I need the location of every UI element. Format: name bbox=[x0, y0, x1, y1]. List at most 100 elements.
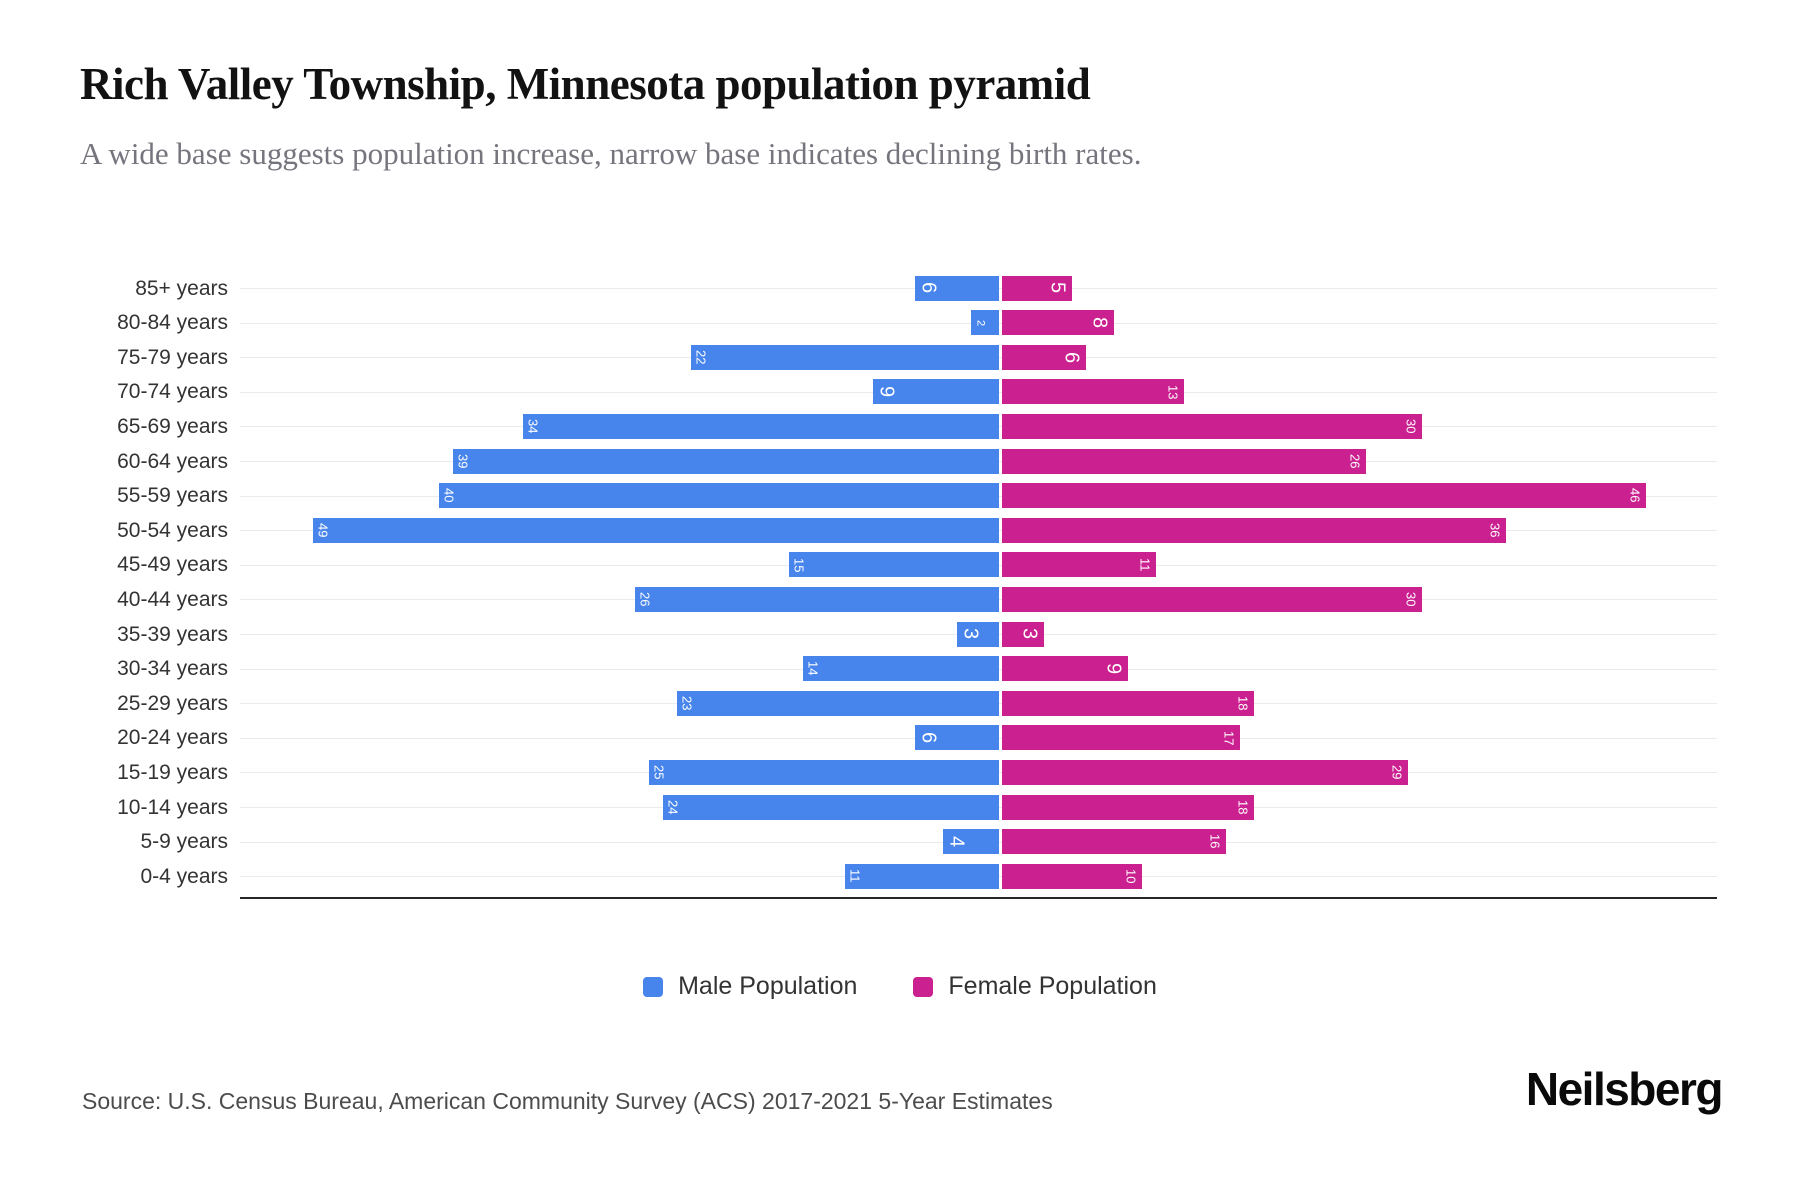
x-axis-line bbox=[240, 897, 1717, 899]
chart-legend: Male Population Female Population bbox=[0, 972, 1800, 1001]
female-bar-value: 18 bbox=[1235, 799, 1251, 815]
female-bar-value: 9 bbox=[1102, 663, 1125, 675]
age-axis-label: 20-24 years bbox=[117, 726, 228, 750]
male-bar-value: 2 bbox=[974, 319, 987, 326]
male-bar-value: 34 bbox=[525, 419, 541, 434]
age-axis-label: 15-19 years bbox=[117, 760, 228, 784]
male-bar[interactable]: 6 bbox=[914, 725, 999, 751]
female-bar-value: 5 bbox=[1046, 282, 1069, 294]
male-bar[interactable]: 15 bbox=[788, 552, 999, 578]
age-axis-label: 0-4 years bbox=[140, 864, 228, 888]
legend-item-female[interactable]: Female Population bbox=[913, 972, 1157, 1001]
male-bar-value: 49 bbox=[315, 522, 331, 538]
male-bar-value: 26 bbox=[637, 592, 653, 607]
female-bar[interactable]: 46 bbox=[1001, 483, 1646, 509]
male-legend-label: Male Population bbox=[678, 972, 858, 1000]
neilsberg-logo: Neilsberg bbox=[1525, 1063, 1724, 1115]
male-bar-value: 4 bbox=[945, 836, 968, 848]
male-bar[interactable]: 9 bbox=[872, 379, 999, 405]
age-axis-label: 10-14 years bbox=[117, 795, 228, 819]
female-bar[interactable]: 18 bbox=[1001, 690, 1254, 716]
age-axis-label: 65-69 years bbox=[117, 414, 228, 438]
male-bar[interactable]: 23 bbox=[676, 690, 999, 716]
female-bar-value: 17 bbox=[1221, 730, 1237, 746]
age-axis-label: 60-64 years bbox=[117, 449, 228, 473]
age-axis-label: 80-84 years bbox=[117, 311, 228, 335]
age-axis-label: 45-49 years bbox=[117, 553, 228, 577]
female-bar[interactable]: 10 bbox=[1001, 863, 1142, 889]
female-bar[interactable]: 30 bbox=[1001, 586, 1422, 612]
male-bar[interactable]: 22 bbox=[690, 344, 999, 370]
female-legend-label: Female Population bbox=[948, 972, 1157, 1000]
male-bar[interactable]: 11 bbox=[844, 863, 999, 889]
female-bar[interactable]: 11 bbox=[1001, 552, 1156, 578]
female-bar[interactable]: 17 bbox=[1001, 725, 1240, 751]
female-bar-value: 10 bbox=[1123, 868, 1139, 884]
age-axis-label: 55-59 years bbox=[117, 484, 228, 508]
female-legend-swatch-icon bbox=[913, 976, 934, 997]
male-bar[interactable]: 14 bbox=[802, 656, 999, 682]
male-bar[interactable]: 24 bbox=[662, 794, 999, 820]
age-axis-label: 70-74 years bbox=[117, 380, 228, 404]
female-bar-value: 13 bbox=[1165, 384, 1181, 400]
female-bar-value: 18 bbox=[1235, 695, 1251, 711]
age-axis-label: 30-34 years bbox=[117, 657, 228, 681]
female-bar[interactable]: 6 bbox=[1001, 344, 1086, 370]
female-bar-value: 11 bbox=[1137, 558, 1153, 572]
female-bar[interactable]: 9 bbox=[1001, 656, 1128, 682]
legend-item-male[interactable]: Male Population bbox=[643, 972, 857, 1001]
female-bar[interactable]: 16 bbox=[1001, 829, 1226, 855]
male-bar[interactable]: 26 bbox=[634, 586, 999, 612]
page-subtitle: A wide base suggests population increase… bbox=[80, 136, 1142, 171]
female-bar[interactable]: 36 bbox=[1001, 517, 1506, 543]
female-bar-value: 46 bbox=[1627, 488, 1643, 503]
male-bar[interactable]: 3 bbox=[956, 621, 999, 647]
male-bar-value: 24 bbox=[665, 799, 681, 815]
male-bar[interactable]: 25 bbox=[648, 759, 999, 785]
female-bar-value: 30 bbox=[1403, 592, 1419, 607]
age-axis-label: 50-54 years bbox=[117, 518, 228, 542]
male-bar[interactable]: 4 bbox=[942, 829, 999, 855]
female-bar-value: 3 bbox=[1018, 628, 1041, 640]
female-bar-value: 26 bbox=[1347, 453, 1363, 469]
male-bar-value: 22 bbox=[693, 349, 709, 365]
male-bar-value: 25 bbox=[651, 765, 667, 780]
female-bar-value: 30 bbox=[1403, 419, 1419, 434]
page-title: Rich Valley Township, Minnesota populati… bbox=[80, 59, 1091, 109]
male-bar-value: 3 bbox=[959, 628, 982, 640]
female-bar[interactable]: 26 bbox=[1001, 448, 1366, 474]
female-bar[interactable]: 8 bbox=[1001, 310, 1114, 336]
age-axis-label: 5-9 years bbox=[140, 830, 228, 854]
female-bar-value: 8 bbox=[1088, 317, 1111, 329]
age-axis-label: 85+ years bbox=[135, 276, 228, 300]
male-bar-value: 40 bbox=[441, 488, 457, 503]
female-bar[interactable]: 18 bbox=[1001, 794, 1254, 820]
male-bar[interactable]: 6 bbox=[914, 275, 999, 301]
male-bar-value: 9 bbox=[875, 386, 898, 398]
male-bar-value: 15 bbox=[791, 557, 807, 573]
female-bar[interactable]: 13 bbox=[1001, 379, 1184, 405]
female-bar-value: 29 bbox=[1389, 765, 1405, 780]
male-bar[interactable]: 2 bbox=[970, 310, 999, 336]
male-bar-value: 11 bbox=[847, 869, 863, 883]
female-bar-value: 36 bbox=[1487, 522, 1503, 538]
male-bar[interactable]: 40 bbox=[438, 483, 999, 509]
female-bar-value: 6 bbox=[1060, 351, 1083, 363]
male-bar-value: 14 bbox=[805, 661, 821, 676]
male-bar-value: 23 bbox=[679, 695, 695, 711]
age-axis-label: 25-29 years bbox=[117, 691, 228, 715]
male-bar-value: 6 bbox=[917, 732, 940, 744]
male-bar[interactable]: 39 bbox=[452, 448, 999, 474]
male-bar[interactable]: 34 bbox=[522, 413, 999, 439]
male-bar[interactable]: 49 bbox=[312, 517, 999, 543]
female-bar[interactable]: 30 bbox=[1001, 413, 1422, 439]
male-bar-value: 6 bbox=[917, 282, 940, 294]
male-legend-swatch-icon bbox=[643, 976, 664, 997]
female-bar[interactable]: 29 bbox=[1001, 759, 1408, 785]
female-bar[interactable]: 5 bbox=[1001, 275, 1072, 301]
source-attribution: Source: U.S. Census Bureau, American Com… bbox=[82, 1088, 1053, 1114]
age-axis-label: 40-44 years bbox=[117, 587, 228, 611]
female-bar[interactable]: 3 bbox=[1001, 621, 1044, 647]
male-bar-value: 39 bbox=[455, 453, 471, 469]
